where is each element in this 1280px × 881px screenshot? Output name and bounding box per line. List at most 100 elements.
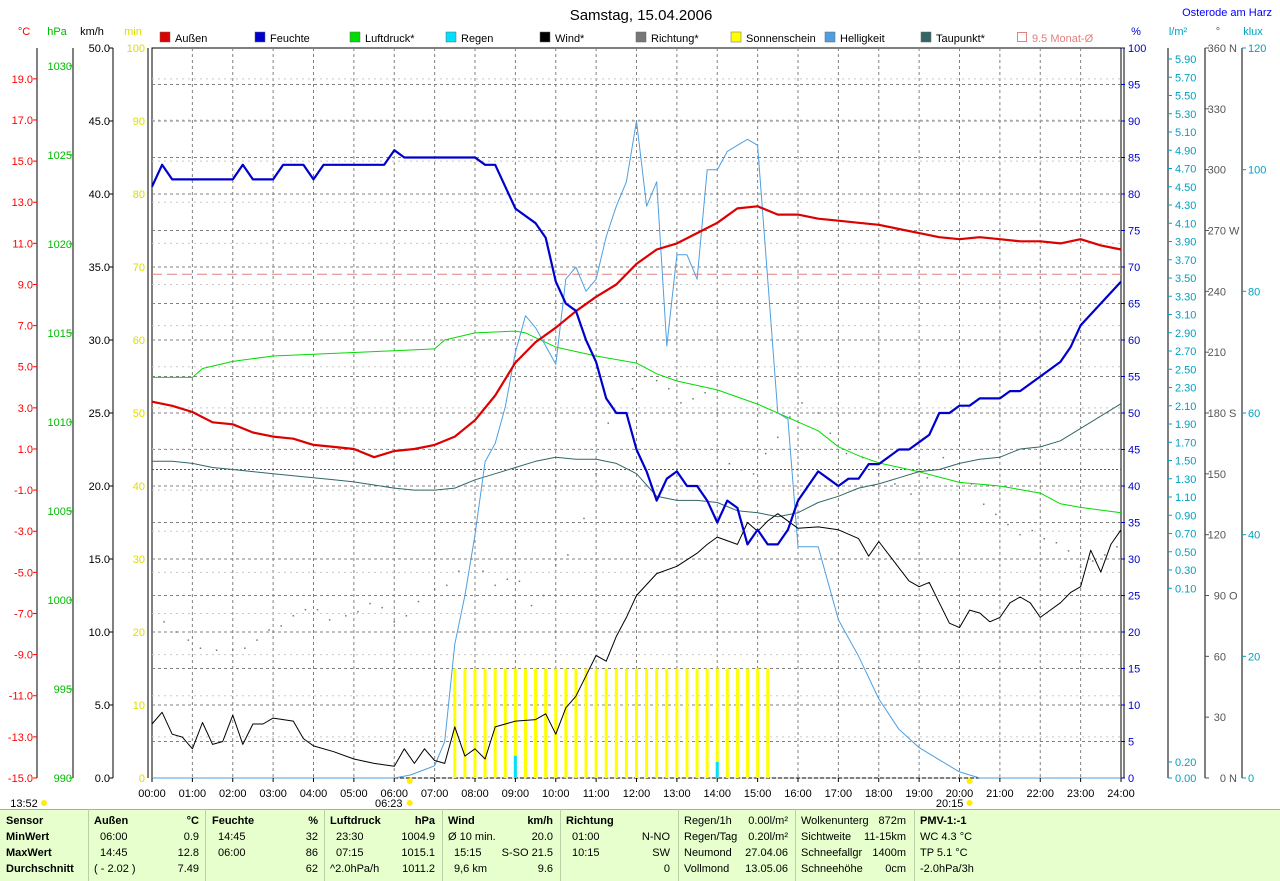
klux-tick-label: 60 [1248,408,1260,420]
sunshine-bar [725,668,729,778]
sunshine-bar [503,668,507,778]
rain-tick-label: 5.90 [1175,54,1196,66]
luftdruck-header: Luftdruck [330,815,381,827]
x-tick-label: 19:00 [905,788,933,800]
rain-tick-label: 2.30 [1175,383,1196,395]
feuchte-max-time: 06:00 [218,847,246,859]
rain-tick-label: 1.30 [1175,474,1196,486]
feuchte-max-value: 86 [305,847,318,859]
direction-point [405,615,408,617]
direction-point [256,639,258,641]
direction-point [764,452,767,455]
direction-tick-label: 150 [1208,469,1226,481]
wind-tick-label: 50.0 [89,43,110,55]
sunrise-marker [406,800,413,806]
rain-tick-label: 5.30 [1175,109,1196,121]
sunset-marker-top [966,778,973,784]
sunshine-bar [564,668,568,778]
aussen-max-time: 14:45 [100,847,128,859]
direction-point [530,604,533,607]
humidity-tick-label: 20 [1128,627,1140,639]
sunshine-bar [513,668,517,778]
humidity-tick-label: 80 [1128,189,1140,201]
sichtweite-value: 11-15km [864,831,906,843]
created-time-label: 13:52 [10,798,38,809]
table-top-border [0,809,1280,810]
legend-label: Luftdruck* [365,33,415,45]
x-tick-label: 08:00 [461,788,489,800]
legend-swatch [349,31,361,43]
sunshine-tick-label: 10 [133,700,145,712]
legend-swatch [539,31,551,43]
rain-tick-label: 5.10 [1175,127,1196,139]
sunshine-bar [594,668,598,778]
rain-tick-label: 3.70 [1175,255,1196,267]
pressure-tick-label: 1020 [48,239,72,251]
direction-point [1055,542,1058,544]
klux-tick-label: 80 [1248,286,1260,298]
sunshine-bar [624,668,628,778]
row-label-min: MinWert [6,831,50,843]
location-label: Osterode am Harz [1182,7,1272,19]
wind-tick-label: 20.0 [89,481,110,493]
direction-point [1007,523,1009,526]
sunshine-bar [685,668,689,778]
direction-tick-label: 120 [1208,530,1226,542]
direction-point [910,493,912,495]
temp-tick-label: -3.0 [14,526,33,538]
direction-point [680,402,682,404]
pressure-tick-label: 1030 [48,61,72,73]
humidity-tick-label: 35 [1128,518,1140,530]
legend-label: Helligkeit [840,33,885,45]
direction-point [1043,537,1046,540]
legend-swatch [635,31,647,43]
pressure-tick-label: 1000 [48,595,72,607]
rain-tick-label: 1.90 [1175,419,1196,431]
sunshine-tick-label: 70 [133,262,145,274]
direction-tick-label: 300 [1208,165,1226,177]
direction-tick-label: 240 [1208,286,1226,298]
sunshine-bar [695,668,699,778]
direction-point [1116,546,1118,548]
temp-tick-label: -7.0 [14,608,33,620]
sunshine-bar [463,668,467,778]
wind-tick-label: 15.0 [89,554,110,566]
rain-tick-label: 0.30 [1175,565,1196,577]
direction-point [942,456,945,459]
direction-compass-label: O [1229,591,1238,603]
sunshine-bar [715,668,719,778]
direction-point [199,647,202,649]
stats-table: Sensor MinWert MaxWert Durchschnitt Auße… [0,809,1280,881]
legend-swatch [159,31,171,43]
sunshine-bar [554,668,558,778]
col-separator [88,809,89,881]
richtung-min-value: N-NO [641,831,670,843]
temp-tick-label: 19.0 [12,74,33,86]
rain-tick-label: 4.50 [1175,182,1196,194]
legend-swatch [254,31,266,43]
x-tick-label: 02:00 [219,788,247,800]
rain-bar [715,761,719,778]
direction-point [607,422,609,424]
klux-tick-label: 40 [1248,530,1260,542]
rain-tick-label: 5.50 [1175,91,1196,103]
sunshine-bar [574,668,578,778]
legend-swatch [920,31,932,43]
rain-tick-label: 0.00 [1175,773,1196,785]
temp-tick-label: 15.0 [12,156,33,168]
rain-tick-label: 3.50 [1175,273,1196,285]
legend-label: Außen [175,33,207,45]
col-separator [205,809,206,881]
wind-tick-label: 45.0 [89,116,110,128]
temp-tick-label: 5.0 [18,362,33,374]
direction-point [393,621,395,623]
x-tick-label: 23:00 [1067,788,1095,800]
unit-brightness: klux [1243,26,1263,38]
direction-point [740,469,743,471]
series-lines [151,120,1122,779]
direction-compass-label: N [1229,43,1237,55]
neumond-value: 27.04.06 [745,847,788,859]
rain-tick-label: 2.90 [1175,328,1196,340]
rain-tick-label: 0.50 [1175,547,1196,559]
sunshine-bar [665,668,669,778]
